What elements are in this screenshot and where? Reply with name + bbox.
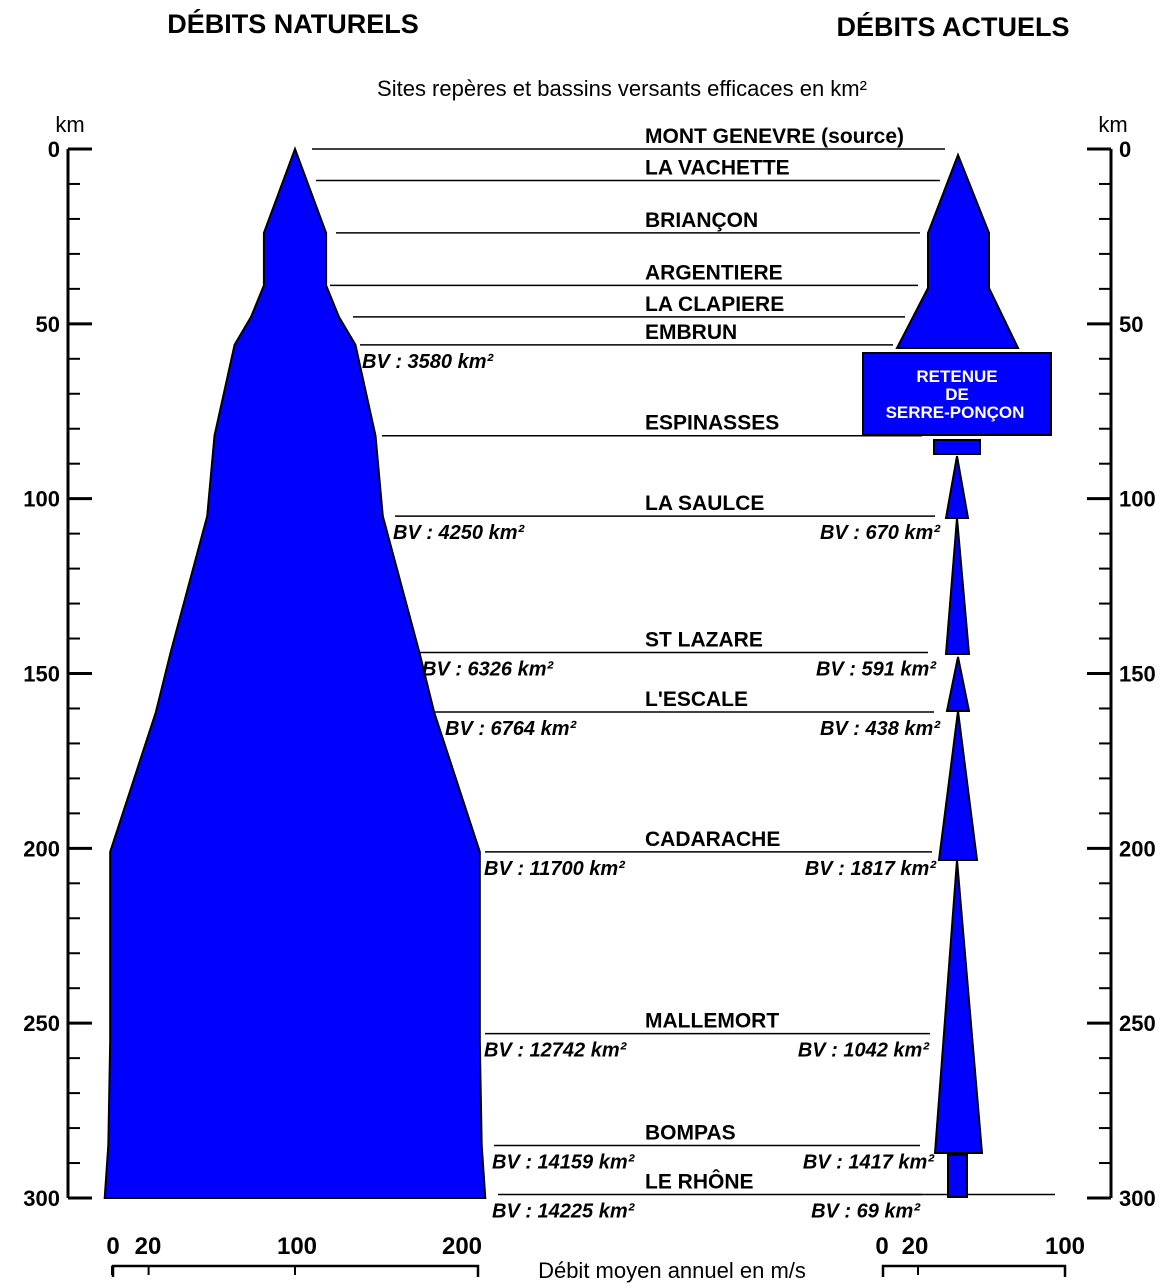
site-label: BOMPAS xyxy=(645,1122,736,1145)
bv-natural-label: BV : 4250 km² xyxy=(393,522,526,544)
title-current: DÉBITS ACTUELS xyxy=(836,11,1069,42)
x-axis-current: 0 20 100 xyxy=(875,1233,1085,1277)
site-label: ST LAZARE xyxy=(645,629,763,652)
reservoir-label-2: DE xyxy=(945,385,969,404)
bv-natural-label: BV : 14159 km² xyxy=(492,1152,636,1174)
left-axis-tick-label: 200 xyxy=(23,836,60,861)
left-axis-tick-label: 100 xyxy=(23,487,60,512)
current-flow-profile xyxy=(862,152,1052,1198)
right-axis-tick-label: 0 xyxy=(1119,137,1131,162)
site-label: ARGENTIERE xyxy=(645,261,783,284)
reservoir-box xyxy=(862,352,1052,436)
subtitle: Sites repères et bassins versants effica… xyxy=(377,76,867,101)
natural-flow-profile xyxy=(103,146,487,1199)
site-label: ESPINASSES xyxy=(645,412,779,435)
site-label: LE RHÔNE xyxy=(645,1170,754,1194)
x-axis-label: Débit moyen annuel en m/s xyxy=(538,1258,806,1283)
bv-natural-label: BV : 6764 km² xyxy=(445,718,578,740)
left-km-axis: 0 50 100 150 200 250 300 xyxy=(23,137,92,1211)
left-axis-unit: km xyxy=(55,112,84,137)
bv-current-label: BV : 69 km² xyxy=(811,1201,921,1223)
bv-current-label: BV : 1417 km² xyxy=(803,1152,936,1174)
right-km-axis: 0 50 100 150 200 250 300 xyxy=(1087,137,1156,1211)
site-labels: MONT GENEVRE (source) LA VACHETTE BRIANÇON… xyxy=(645,125,904,1194)
x-axis-natural-tick: 200 xyxy=(442,1233,482,1260)
left-axis-tick-label: 50 xyxy=(36,312,60,337)
right-axis-tick-label: 200 xyxy=(1119,836,1156,861)
bv-labels: BV : 3580 km² BV : 4250 km² BV : 6326 km² B… xyxy=(362,351,941,1223)
site-label: L'ESCALE xyxy=(645,688,748,711)
bv-natural-label: BV : 11700 km² xyxy=(484,858,626,880)
current-upper-profile xyxy=(895,152,1020,349)
x-axis-current-tick: 0 xyxy=(875,1233,888,1260)
right-axis-tick-label: 300 xyxy=(1119,1186,1156,1211)
site-label: BRIANÇON xyxy=(645,209,758,232)
site-label: LA SAULCE xyxy=(645,492,764,515)
left-axis-tick-label: 150 xyxy=(23,662,60,687)
bv-natural-label: BV : 14225 km² xyxy=(492,1201,636,1223)
reservoir-label-3: SERRE-PONÇON xyxy=(886,403,1025,422)
bv-natural-label: BV : 6326 km² xyxy=(422,659,555,681)
x-axis-natural: 0 20 100 200 xyxy=(106,1233,482,1277)
current-segment-espinasses xyxy=(944,455,970,519)
current-segment-bompas xyxy=(947,1154,968,1198)
left-axis-tick-label: 250 xyxy=(23,1011,60,1036)
x-axis-current-tick: 100 xyxy=(1045,1233,1085,1260)
reservoir-label-1: RETENUE xyxy=(916,367,997,386)
bv-natural-label: BV : 12742 km² xyxy=(484,1040,628,1062)
right-axis-tick-label: 50 xyxy=(1119,312,1143,337)
x-axis-current-tick: 20 xyxy=(902,1233,929,1260)
current-segment-cadarache xyxy=(933,859,984,1154)
x-axis-current-line xyxy=(881,1264,1067,1277)
right-axis-unit: km xyxy=(1098,112,1127,137)
current-segment-escale xyxy=(937,710,979,861)
site-lines xyxy=(312,148,1055,1196)
x-axis-natural-tick: 100 xyxy=(277,1233,317,1260)
right-axis-tick-label: 250 xyxy=(1119,1011,1156,1036)
x-axis-natural-tick: 0 xyxy=(106,1233,119,1260)
bv-natural-label: BV : 3580 km² xyxy=(362,351,495,373)
current-segment-st-lazare xyxy=(945,656,971,712)
site-label: MALLEMORT xyxy=(645,1010,779,1033)
bv-current-label: BV : 438 km² xyxy=(820,718,941,740)
site-label: CADARACHE xyxy=(645,828,780,851)
title-natural: DÉBITS NATURELS xyxy=(167,8,419,39)
left-axis-tick-label: 300 xyxy=(23,1186,60,1211)
x-axis-natural-tick: 20 xyxy=(135,1233,162,1260)
site-label: MONT GENEVRE (source) xyxy=(645,125,904,148)
bv-current-label: BV : 591 km² xyxy=(816,659,937,681)
site-label: EMBRUN xyxy=(645,321,737,344)
reservoir-outlet xyxy=(933,439,981,455)
bv-current-label: BV : 1042 km² xyxy=(798,1040,931,1062)
left-axis-tick-label: 0 xyxy=(48,137,60,162)
site-label: LA VACHETTE xyxy=(645,156,790,179)
current-segment-la-saulce xyxy=(944,517,971,655)
right-axis-tick-label: 150 xyxy=(1119,662,1156,687)
site-label: LA CLAPIERE xyxy=(645,293,784,316)
bv-current-label: BV : 1817 km² xyxy=(805,858,938,880)
right-axis-tick-label: 100 xyxy=(1119,487,1156,512)
bv-current-label: BV : 670 km² xyxy=(820,522,941,544)
